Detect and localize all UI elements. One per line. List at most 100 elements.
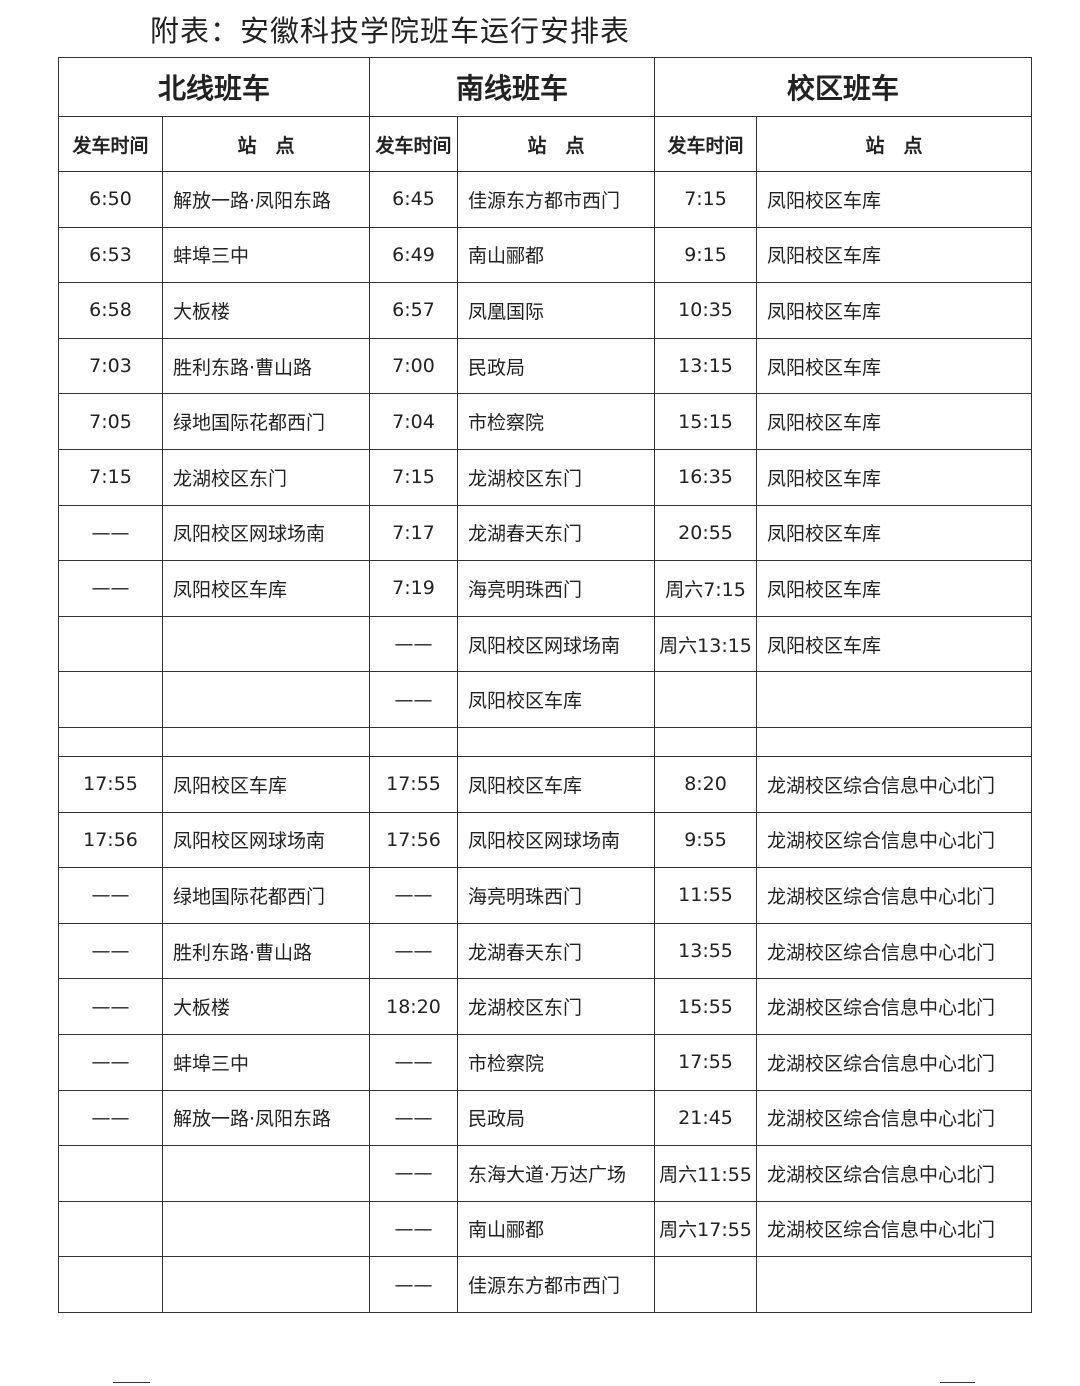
station-cell: 佳源东方都市西门 bbox=[457, 1256, 656, 1313]
station-cell bbox=[161, 615, 371, 673]
schedule-body: 6:50 解放一路·凤阳东路 6:45 佳源东方都市西门 7:15 凤阳校区车库 6:53 蚌… bbox=[58, 171, 1033, 1313]
station-cell: 龙湖校区东门 bbox=[457, 978, 656, 1035]
north-line-header: 北线班车 bbox=[57, 57, 371, 117]
departure-time-cell: 17:56 bbox=[58, 811, 163, 869]
station-cell: 龙湖校区综合信息中心北门 bbox=[756, 755, 1033, 813]
departure-time-cell: 13:55 bbox=[654, 922, 758, 980]
departure-time-cell: —— bbox=[369, 671, 459, 728]
departure-time-cell bbox=[58, 615, 163, 673]
departure-time-cell bbox=[58, 671, 163, 728]
departure-time-cell: —— bbox=[369, 1200, 459, 1258]
spacer-row bbox=[58, 726, 1033, 757]
station-cell: 南山郦都 bbox=[457, 226, 656, 284]
departure-time-cell bbox=[654, 1256, 758, 1313]
empty-cell bbox=[654, 726, 758, 757]
station-cell: 大板楼 bbox=[161, 978, 371, 1035]
departure-time-header: 发车时间 bbox=[58, 116, 163, 172]
departure-time-cell: 20:55 bbox=[654, 504, 758, 562]
table-row: 6:58 大板楼 6:57 凤凰国际 10:35 凤阳校区车库 bbox=[58, 282, 1033, 339]
group-header-row: 北线班车 南线班车 校区班车 bbox=[57, 57, 1033, 117]
table-row: 7:15 龙湖校区东门 7:15 龙湖校区东门 16:35 凤阳校区车库 bbox=[58, 448, 1033, 506]
station-cell: 胜利东路·曹山路 bbox=[161, 337, 371, 395]
departure-time-cell: 6:49 bbox=[369, 226, 459, 284]
table-row: —— 凤阳校区车库 7:19 海亮明珠西门 周六7:15 凤阳校区车库 bbox=[58, 560, 1033, 617]
bus-schedule-table: 北线班车 南线班车 校区班车 发车时间 站 点 发车时间 站 点 发车时间 站 … bbox=[57, 57, 1033, 1313]
station-cell: 海亮明珠西门 bbox=[457, 560, 656, 617]
station-cell: 凤阳校区车库 bbox=[756, 171, 1033, 228]
station-cell: 解放一路·凤阳东路 bbox=[161, 171, 371, 228]
station-cell: 龙湖春天东门 bbox=[457, 922, 656, 980]
station-cell: 龙湖春天东门 bbox=[457, 504, 656, 562]
table-row: 17:55 凤阳校区车库 17:55 凤阳校区车库 8:20 龙湖校区综合信息中心北门 bbox=[58, 755, 1033, 813]
table-row: 6:53 蚌埠三中 6:49 南山郦都 9:15 凤阳校区车库 bbox=[58, 226, 1033, 284]
station-header: 站 点 bbox=[756, 116, 1033, 172]
table-row: —— 解放一路·凤阳东路 —— 民政局 21:45 龙湖校区综合信息中心北门 bbox=[58, 1089, 1033, 1147]
departure-time-cell: 7:15 bbox=[654, 171, 758, 228]
station-cell: 凤阳校区车库 bbox=[756, 282, 1033, 339]
station-header: 站 点 bbox=[457, 116, 656, 172]
departure-time-cell: 11:55 bbox=[654, 867, 758, 924]
station-cell: 凤阳校区车库 bbox=[161, 755, 371, 813]
station-cell: 凤阳校区车库 bbox=[756, 448, 1033, 506]
station-cell: 民政局 bbox=[457, 1089, 656, 1147]
table-row: —— 绿地国际花都西门 —— 海亮明珠西门 11:55 龙湖校区综合信息中心北门 bbox=[58, 867, 1033, 924]
page-mark bbox=[940, 1382, 975, 1386]
table-row: 17:56 凤阳校区网球场南 17:56 凤阳校区网球场南 9:55 龙湖校区综合信息中心… bbox=[58, 811, 1033, 869]
station-cell: 凤阳校区车库 bbox=[756, 504, 1033, 562]
south-line-header: 南线班车 bbox=[369, 57, 656, 117]
departure-time-cell: 8:20 bbox=[654, 755, 758, 813]
station-cell bbox=[161, 1200, 371, 1258]
table-row: 7:03 胜利东路·曹山路 7:00 民政局 13:15 凤阳校区车库 bbox=[58, 337, 1033, 395]
station-cell: 凤阳校区车库 bbox=[457, 671, 656, 728]
departure-time-cell: —— bbox=[58, 978, 163, 1035]
station-cell: 龙湖校区综合信息中心北门 bbox=[756, 867, 1033, 924]
station-cell: 龙湖校区综合信息中心北门 bbox=[756, 922, 1033, 980]
departure-time-cell: —— bbox=[369, 1089, 459, 1147]
departure-time-cell: 17:55 bbox=[654, 1033, 758, 1091]
departure-time-header: 发车时间 bbox=[369, 116, 459, 172]
station-cell: 民政局 bbox=[457, 337, 656, 395]
departure-time-cell: 17:56 bbox=[369, 811, 459, 869]
document-title: 附表：安徽科技学院班车运行安排表 bbox=[150, 14, 631, 48]
station-cell: 市检察院 bbox=[457, 393, 656, 450]
departure-time-cell: 周六17:55 bbox=[654, 1200, 758, 1258]
page-mark bbox=[113, 1382, 150, 1386]
departure-time-cell: 7:17 bbox=[369, 504, 459, 562]
departure-time-cell: 9:15 bbox=[654, 226, 758, 284]
table-row: —— 凤阳校区网球场南 7:17 龙湖春天东门 20:55 凤阳校区车库 bbox=[58, 504, 1033, 562]
departure-time-cell: 7:05 bbox=[58, 393, 163, 450]
station-cell: 龙湖校区综合信息中心北门 bbox=[756, 1089, 1033, 1147]
departure-time-cell: 9:55 bbox=[654, 811, 758, 869]
station-cell: 龙湖校区综合信息中心北门 bbox=[756, 1145, 1033, 1202]
station-cell: 龙湖校区综合信息中心北门 bbox=[756, 978, 1033, 1035]
station-cell: 凤阳校区网球场南 bbox=[457, 615, 656, 673]
departure-time-cell: 16:35 bbox=[654, 448, 758, 506]
departure-time-cell: —— bbox=[58, 560, 163, 617]
departure-time-cell: 周六11:55 bbox=[654, 1145, 758, 1202]
departure-time-cell: 7:15 bbox=[58, 448, 163, 506]
station-cell: 佳源东方都市西门 bbox=[457, 171, 656, 228]
station-cell: 凤阳校区网球场南 bbox=[161, 504, 371, 562]
station-cell: 凤阳校区车库 bbox=[756, 337, 1033, 395]
table-row: —— 佳源东方都市西门 bbox=[58, 1256, 1033, 1313]
departure-time-cell: 周六13:15 bbox=[654, 615, 758, 673]
empty-cell bbox=[756, 726, 1033, 757]
departure-time-cell: 17:55 bbox=[369, 755, 459, 813]
table-row: —— 胜利东路·曹山路 —— 龙湖春天东门 13:55 龙湖校区综合信息中心北门 bbox=[58, 922, 1033, 980]
departure-time-cell: —— bbox=[369, 615, 459, 673]
station-cell: 凤阳校区车库 bbox=[756, 560, 1033, 617]
departure-time-cell: —— bbox=[58, 1033, 163, 1091]
departure-time-cell bbox=[58, 1145, 163, 1202]
departure-time-cell: 10:35 bbox=[654, 282, 758, 339]
departure-time-cell: 6:53 bbox=[58, 226, 163, 284]
empty-cell bbox=[369, 726, 459, 757]
station-cell: 龙湖校区综合信息中心北门 bbox=[756, 1200, 1033, 1258]
station-cell bbox=[161, 1256, 371, 1313]
station-cell: 大板楼 bbox=[161, 282, 371, 339]
station-cell: 龙湖校区东门 bbox=[161, 448, 371, 506]
departure-time-cell: —— bbox=[58, 867, 163, 924]
departure-time-cell: 周六7:15 bbox=[654, 560, 758, 617]
departure-time-cell bbox=[58, 1256, 163, 1313]
departure-time-cell bbox=[58, 1200, 163, 1258]
departure-time-header: 发车时间 bbox=[654, 116, 758, 172]
